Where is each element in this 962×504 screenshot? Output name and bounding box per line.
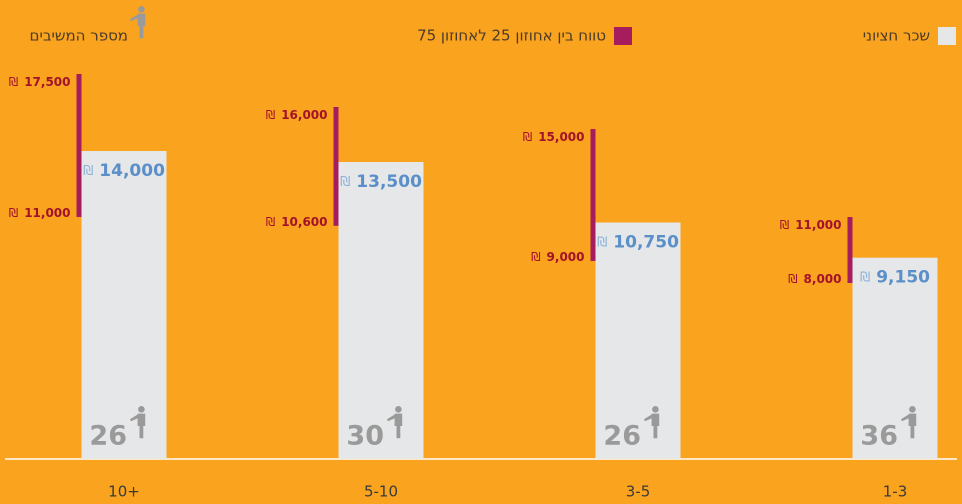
median-value: 13,500 — [356, 172, 422, 192]
median-value: 10,750 — [613, 233, 679, 253]
icon-body — [130, 413, 146, 439]
range-value: 16,000 — [281, 108, 327, 122]
range-label: ₪ 9,000 — [531, 250, 584, 264]
icon-head — [395, 406, 402, 413]
range-bar — [333, 107, 339, 226]
range-bar — [76, 74, 82, 217]
currency: ₪ — [523, 130, 532, 144]
currency: ₪ — [9, 75, 18, 89]
range-label: ₪ 17,500 — [9, 75, 71, 89]
currency: ₪ — [860, 270, 870, 285]
legend-respondents: מספר המשיבים — [30, 27, 128, 45]
currency: ₪ — [340, 175, 350, 190]
respondent-count: 36 — [860, 421, 898, 452]
person-icon — [130, 6, 146, 39]
range-value: 15,000 — [538, 130, 584, 144]
range-label: ₪ 11,000 — [9, 206, 71, 220]
currency: ₪ — [788, 272, 797, 286]
range-value: 11,000 — [795, 218, 841, 232]
icon-body — [130, 13, 146, 39]
bar — [81, 151, 167, 459]
icon-head — [138, 406, 145, 413]
range-label: ₪ 15,000 — [523, 130, 585, 144]
legend-range: טווח בין אחוזון 25 לאחוזון 75 — [417, 27, 606, 45]
range-bar — [590, 129, 596, 261]
respondent-count: 26 — [89, 421, 127, 452]
respondent-count: 30 — [346, 421, 384, 452]
median-label: ₪ 14,000 — [83, 161, 165, 181]
currency: ₪ — [597, 235, 607, 250]
currency: ₪ — [9, 206, 18, 220]
currency: ₪ — [83, 164, 93, 179]
icon-head — [138, 6, 145, 13]
legend-median: שכר חציוני — [863, 27, 930, 45]
median-label: ₪ 9,150 — [860, 268, 930, 288]
currency: ₪ — [266, 108, 275, 122]
respondent-count: 26 — [603, 421, 641, 452]
legend-swatch-median — [938, 27, 956, 45]
range-label: ₪ 10,600 — [266, 214, 328, 228]
x-tick-label: 10+ — [108, 483, 140, 501]
range-value: 9,000 — [547, 250, 585, 264]
legend-swatch-range — [614, 27, 632, 45]
x-tick-label: 5-10 — [364, 483, 398, 501]
range-value: 17,500 — [24, 75, 70, 89]
median-label: ₪ 10,750 — [597, 233, 679, 253]
median-label: ₪ 13,500 — [340, 172, 422, 192]
range-label: ₪ 8,000 — [788, 272, 841, 286]
icon-head — [909, 406, 916, 413]
bar — [338, 162, 424, 459]
range-value: 11,000 — [24, 206, 70, 220]
x-tick-label: 3-5 — [626, 483, 651, 501]
range-value: 10,600 — [281, 214, 327, 228]
x-tick-label: 1-3 — [883, 483, 908, 501]
currency: ₪ — [531, 250, 540, 264]
person-icon — [130, 406, 146, 439]
median-value: 9,150 — [876, 268, 930, 288]
icon-head — [652, 406, 659, 413]
bar — [852, 257, 938, 459]
range-bar — [847, 217, 853, 283]
range-value: 8,000 — [804, 272, 842, 286]
currency: ₪ — [266, 214, 275, 228]
bar — [595, 222, 681, 459]
range-label: ₪ 16,000 — [266, 108, 328, 122]
median-value: 14,000 — [99, 161, 165, 181]
currency: ₪ — [780, 218, 789, 232]
range-label: ₪ 11,000 — [780, 218, 842, 232]
